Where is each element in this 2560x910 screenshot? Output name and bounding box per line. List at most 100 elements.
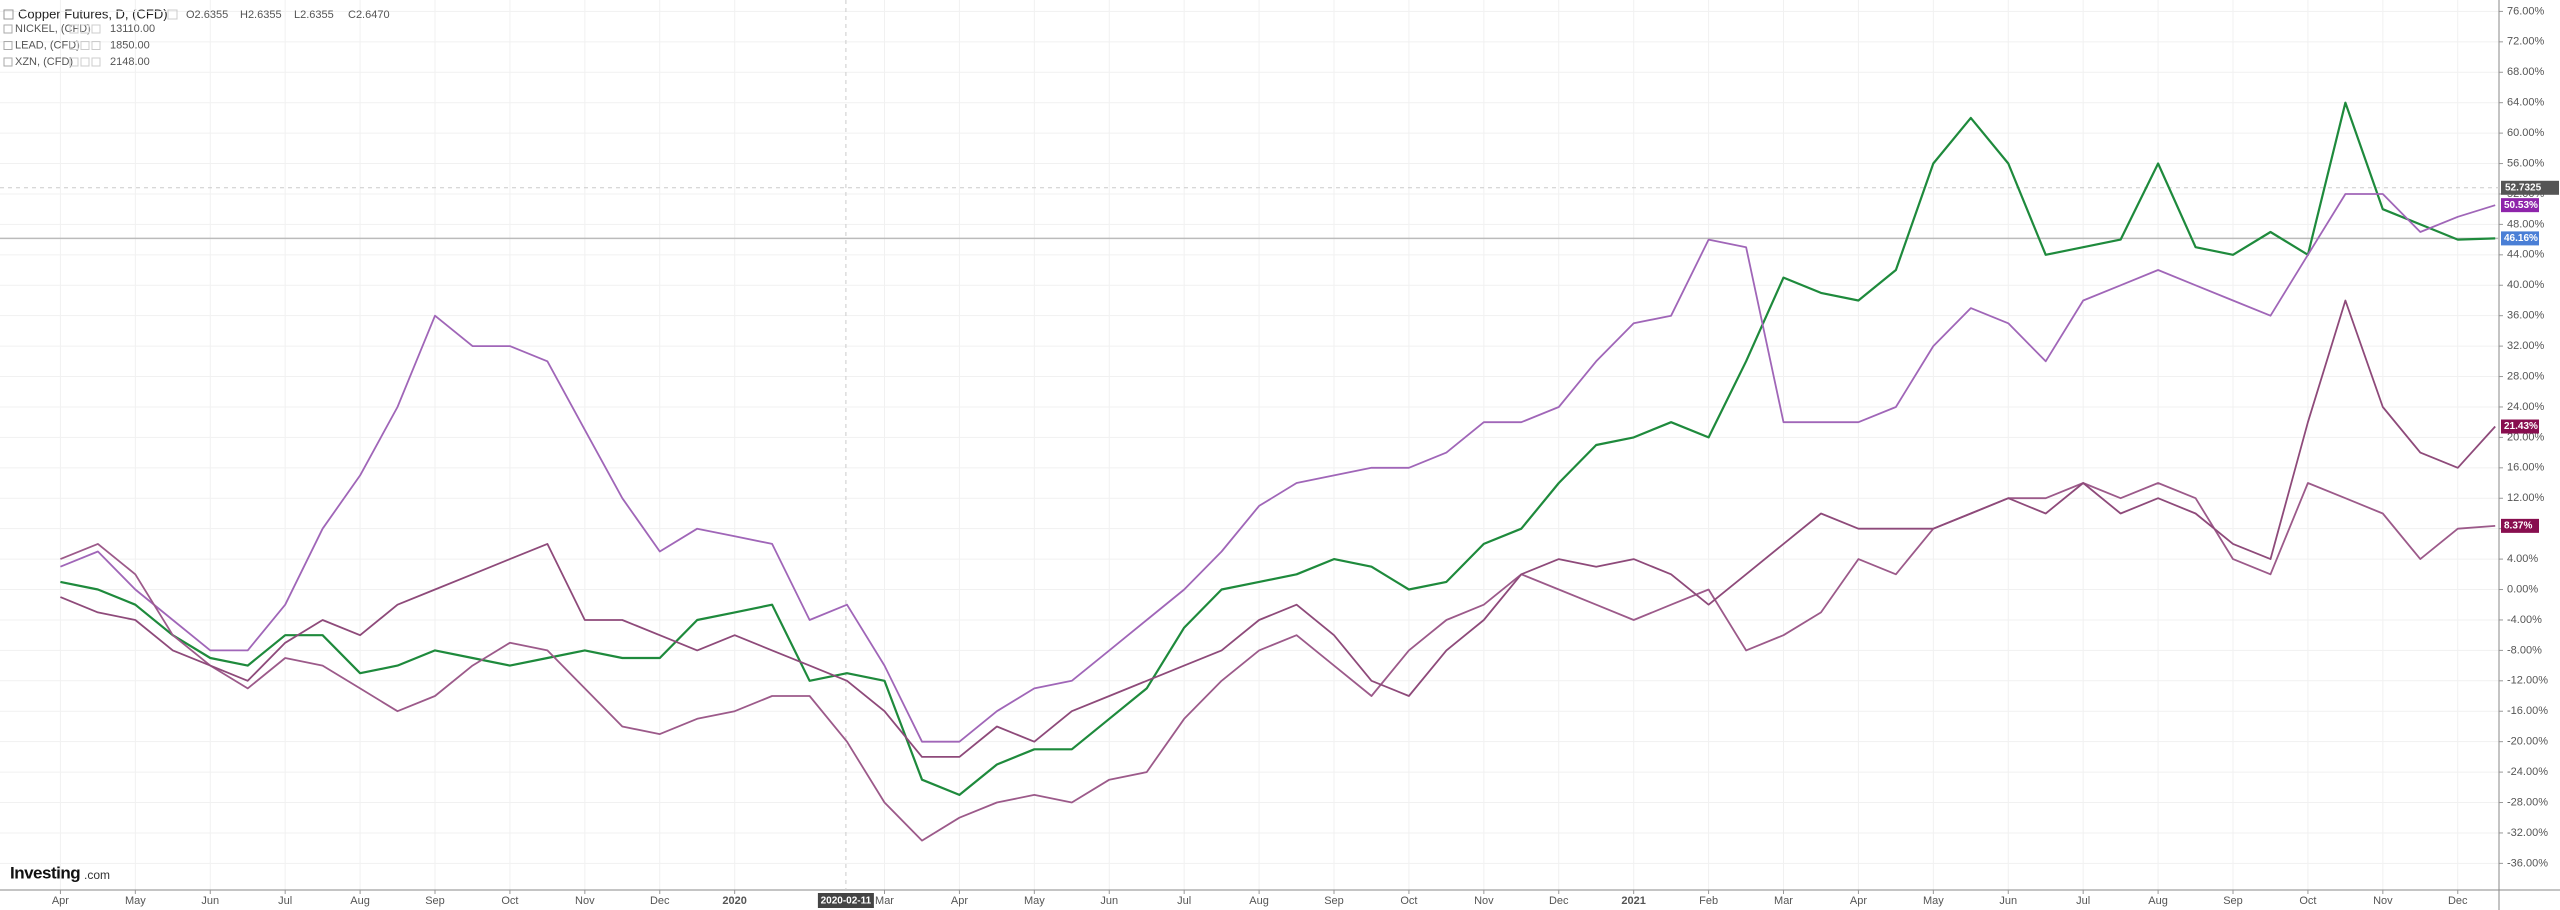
chart-title: Copper Futures, D, (CFD) (18, 6, 168, 21)
y-tick-label: -36.00% (2507, 857, 2548, 869)
x-tick-label: Feb (1699, 895, 1718, 907)
x-tick-label: Sep (2223, 895, 2243, 907)
y-tick-label: -12.00% (2507, 675, 2548, 687)
x-tick-label: Sep (425, 895, 445, 907)
x-tick-label: Aug (2148, 895, 2168, 907)
ohlc-value: C2.6470 (348, 9, 390, 21)
y-tick-label: 16.00% (2507, 462, 2545, 474)
y-tick-label: 56.00% (2507, 157, 2545, 169)
y-tick-label: 48.00% (2507, 218, 2545, 230)
crosshair-date-tag (817, 893, 874, 908)
logo-suffix: .com (84, 868, 110, 882)
y-tick-label: -24.00% (2507, 766, 2548, 778)
end-tag-box (2501, 231, 2539, 246)
end-tag-box (2501, 419, 2539, 434)
series-line (60, 482, 2496, 842)
legend-icon (91, 57, 101, 67)
ohlc-value: O2.6355 (186, 9, 228, 21)
legend-name: XZN, (CFD) (15, 56, 73, 68)
legend-name: NICKEL, (CFD) (15, 23, 91, 35)
x-tick-label: Oct (1400, 895, 1417, 907)
price-tag-box (2501, 180, 2559, 195)
x-tick-label: May (1923, 895, 1944, 907)
legend-name: LEAD, (CFD) (15, 39, 80, 51)
y-tick-label: 0.00% (2507, 583, 2538, 595)
end-tag: 8.37% (2504, 521, 2532, 532)
y-tick-label: -28.00% (2507, 796, 2548, 808)
legend-icon (80, 41, 90, 50)
series-line (60, 299, 2496, 758)
y-tick-label: 4.00% (2507, 553, 2538, 565)
x-tick-label: Jul (2076, 895, 2090, 907)
y-tick-label: 44.00% (2507, 249, 2545, 261)
legend-icon (167, 9, 178, 20)
y-tick-label: 28.00% (2507, 370, 2545, 382)
x-tick-label: Nov (575, 895, 595, 907)
y-tick-label: 12.00% (2507, 492, 2545, 504)
legend-icon (80, 57, 90, 67)
series-line (60, 101, 2496, 796)
x-tick-label: Jul (278, 895, 292, 907)
x-tick-label: May (125, 895, 146, 907)
legend-icon (3, 24, 13, 34)
legend-icon (69, 57, 79, 67)
x-tick-label: Jul (1177, 895, 1191, 907)
x-tick-label: Jun (1100, 895, 1118, 907)
y-tick-label: 20.00% (2507, 431, 2545, 443)
price-tag: 52.7325 (2505, 182, 2542, 193)
end-tag-box (2501, 518, 2539, 533)
x-tick-label: Aug (350, 895, 370, 907)
x-tick-label: Mar (875, 895, 894, 907)
legend-value: 1850.00 (110, 39, 150, 51)
y-tick-label: -4.00% (2507, 614, 2542, 626)
x-tick-label: Oct (501, 895, 518, 907)
x-tick-label: Apr (1850, 895, 1867, 907)
end-tag: 46.16% (2504, 233, 2538, 244)
y-tick-label: 60.00% (2507, 127, 2545, 139)
x-tick-label: Dec (2448, 895, 2468, 907)
legend-icon (69, 41, 79, 50)
legend-icon (3, 57, 13, 67)
x-tick-label: Apr (52, 895, 69, 907)
x-tick-label: Sep (1324, 895, 1344, 907)
legend-icon (80, 24, 90, 34)
legend-icon (3, 9, 14, 20)
end-tag: 21.43% (2504, 421, 2538, 432)
x-tick-label: Nov (2373, 895, 2393, 907)
y-tick-label: 76.00% (2507, 5, 2545, 17)
legend-value: 2148.00 (110, 56, 150, 68)
y-tick-label: 32.00% (2507, 340, 2545, 352)
y-tick-label: -32.00% (2507, 827, 2548, 839)
x-tick-label: Mar (1774, 895, 1793, 907)
x-tick-label: Dec (650, 895, 670, 907)
y-tick-label: 64.00% (2507, 97, 2545, 109)
x-tick-label: Oct (2299, 895, 2316, 907)
y-tick-label: -16.00% (2507, 705, 2548, 717)
y-tick-label: 24.00% (2507, 401, 2545, 413)
series-line (60, 193, 2496, 743)
x-tick-label: May (1024, 895, 1045, 907)
x-tick-label: Dec (1549, 895, 1569, 907)
ohlc-value: H2.6355 (240, 9, 282, 21)
legend-icon (69, 24, 79, 34)
legend-icon (91, 24, 101, 34)
x-tick-label: Nov (1474, 895, 1494, 907)
legend-icon (3, 41, 13, 50)
logo: Investing (10, 863, 80, 882)
y-tick-label: -20.00% (2507, 736, 2548, 748)
x-tick-label: Apr (951, 895, 968, 907)
crosshair-date: 2020-02-11 (821, 896, 872, 907)
y-tick-label: -8.00% (2507, 644, 2542, 656)
y-tick-label: 72.00% (2507, 36, 2545, 48)
ohlc-value: L2.6355 (294, 9, 334, 21)
x-tick-label: 2020 (722, 895, 746, 907)
end-tag-box (2501, 198, 2539, 213)
x-tick-label: 2021 (1621, 895, 1645, 907)
x-tick-label: Jun (1999, 895, 2017, 907)
x-tick-label: Aug (1249, 895, 1269, 907)
legend-value: 13110.00 (110, 23, 155, 35)
y-tick-label: 36.00% (2507, 310, 2545, 322)
end-tag: 50.53% (2504, 200, 2538, 211)
legend-icon (91, 41, 101, 50)
